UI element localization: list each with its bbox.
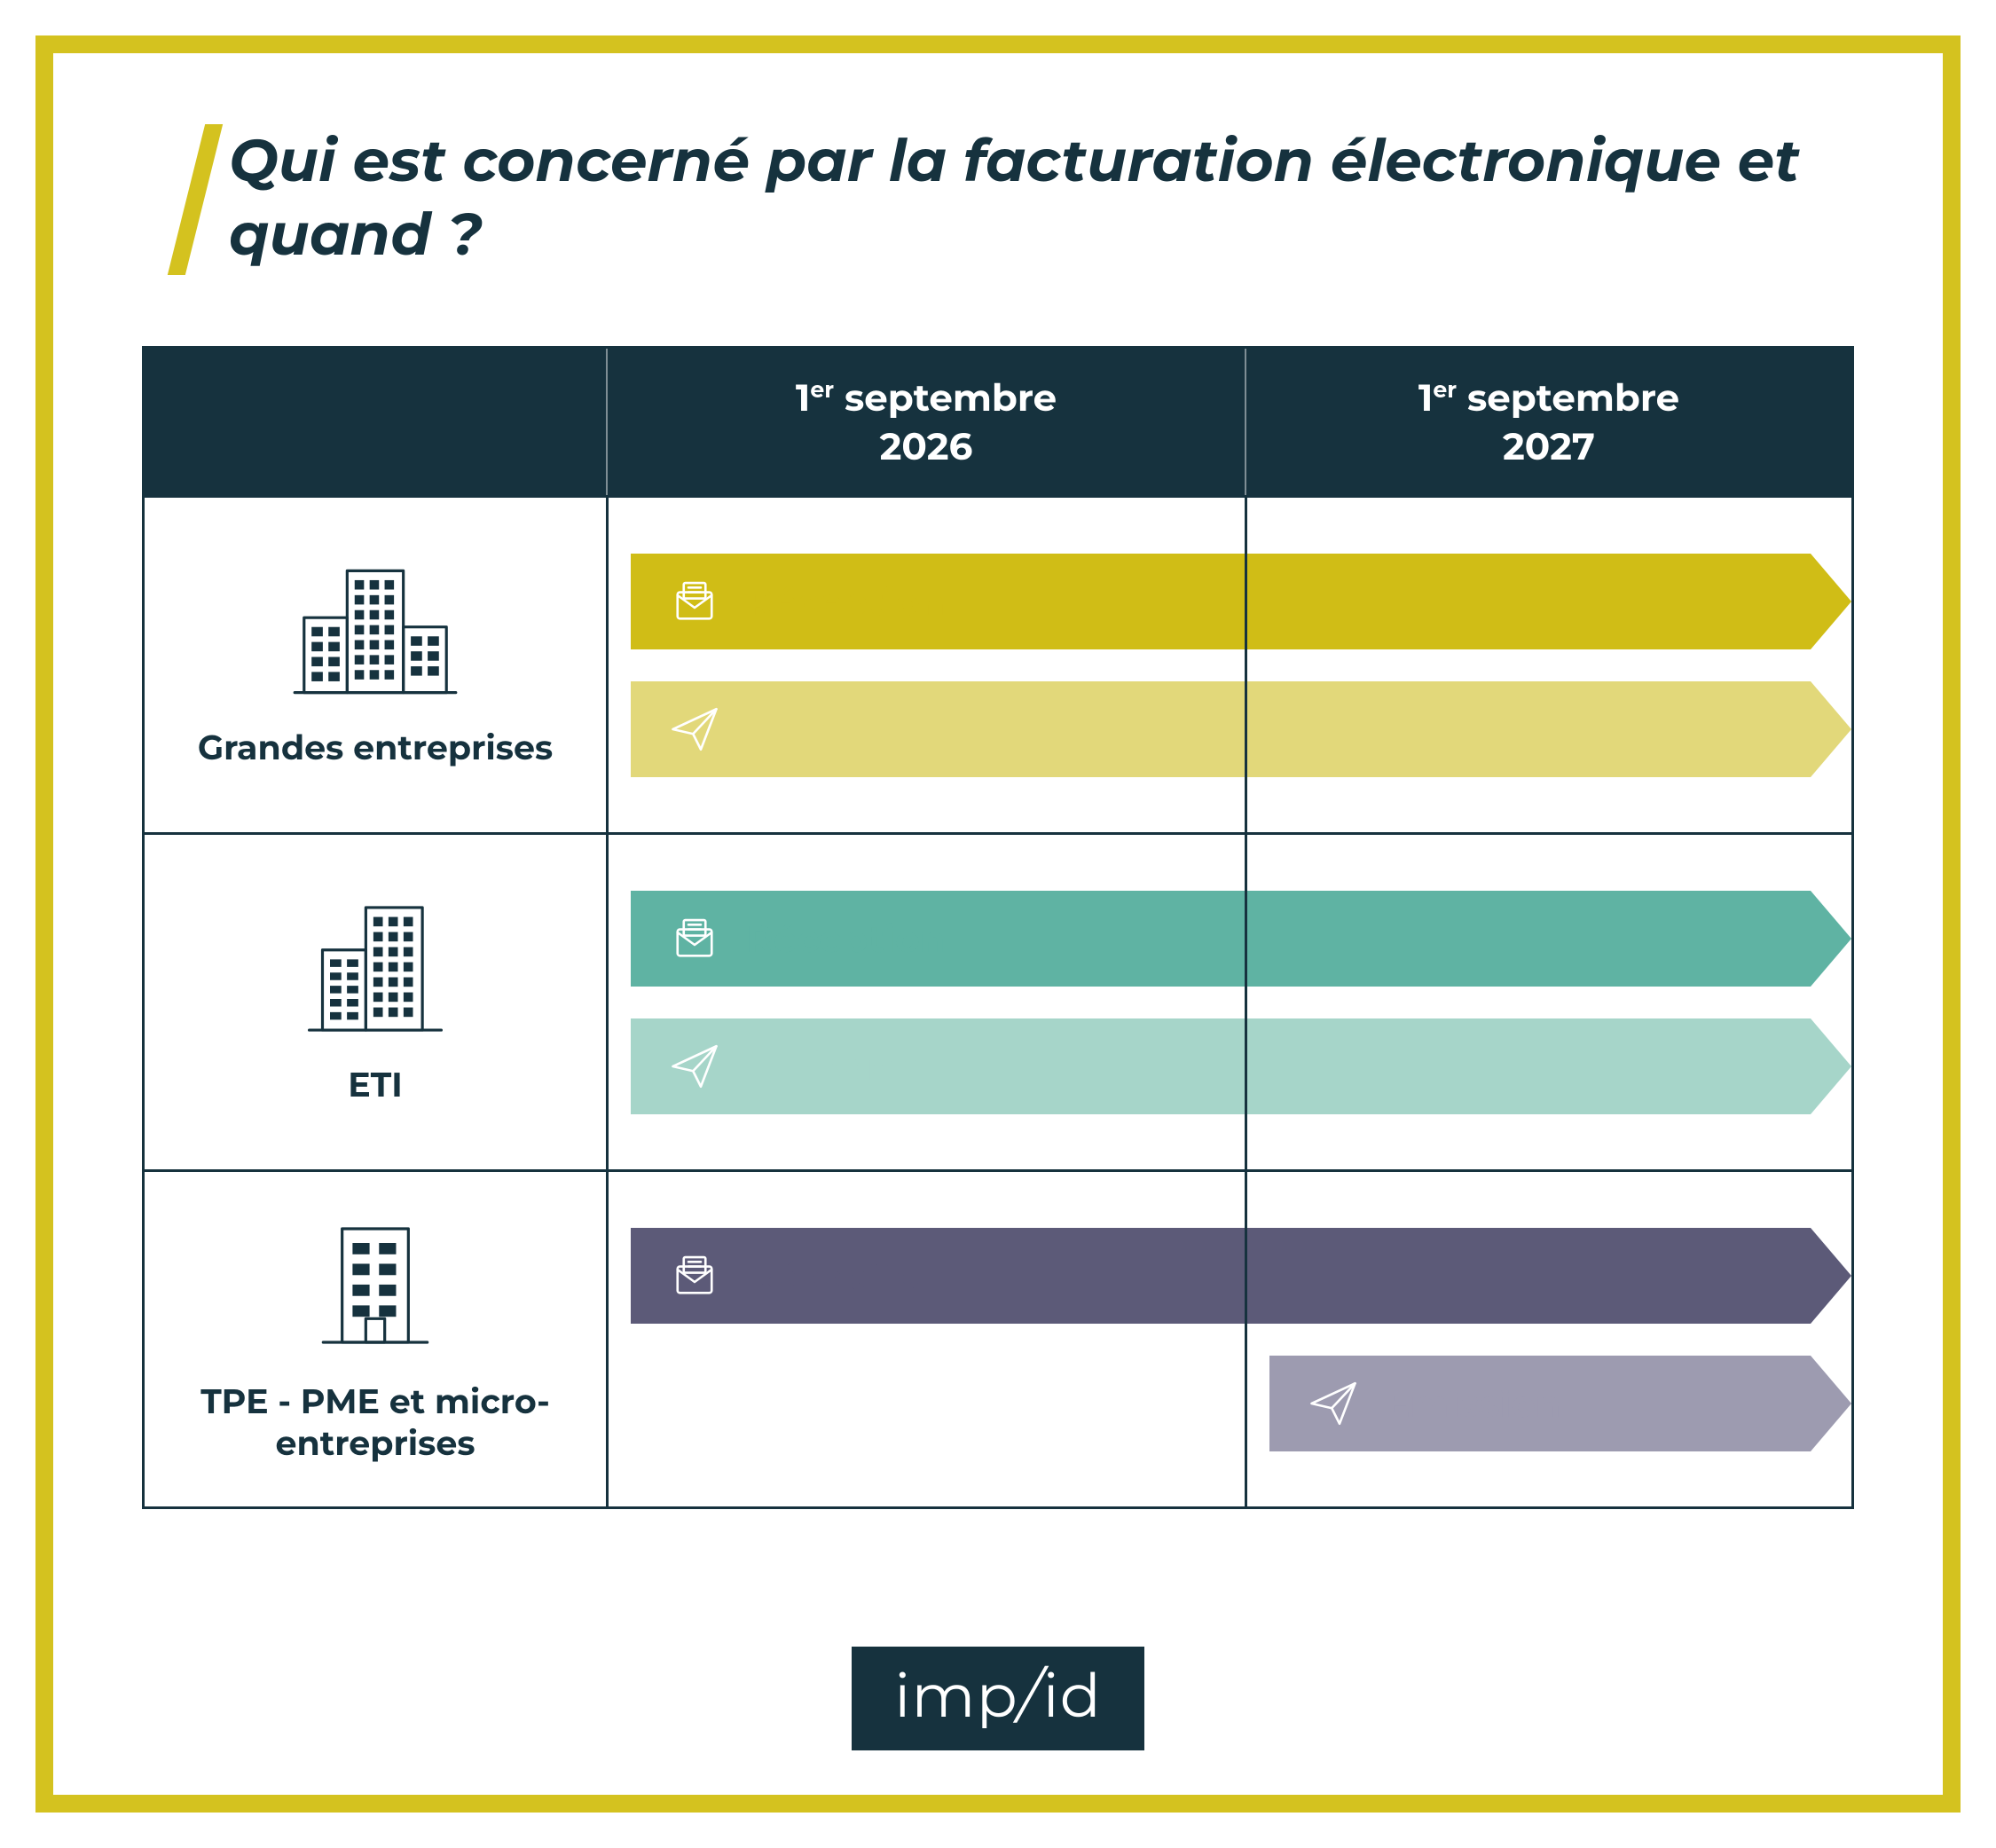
category-cell: TPE - PME et micro-entreprises bbox=[145, 1172, 606, 1506]
reception-arrow: Réception bbox=[631, 1228, 1851, 1324]
title-row: Qui est concerné par la facturation élec… bbox=[115, 124, 1881, 275]
arrows-cell: Réception Emission bbox=[606, 498, 1851, 832]
header-col-2026: 1er septembre2026 bbox=[606, 349, 1245, 495]
table-row: ETI Réception Emission bbox=[145, 832, 1851, 1169]
building-small-icon bbox=[309, 1215, 442, 1361]
buildings-medium-icon bbox=[300, 898, 451, 1044]
arrow-label: Réception bbox=[746, 578, 946, 625]
category-label: ETI bbox=[348, 1064, 402, 1106]
table-header: 1er septembre2026 1er septembre2027 bbox=[145, 349, 1851, 495]
emission-arrow: Emission bbox=[631, 681, 1851, 777]
category-label: Grandes entreprises bbox=[198, 727, 553, 769]
arrow-label: Réception bbox=[746, 916, 946, 962]
emission-arrow: Emission bbox=[1269, 1356, 1851, 1451]
arrow-label: Emission bbox=[1385, 1380, 1561, 1427]
category-label: TPE - PME et micro-entreprises bbox=[161, 1380, 590, 1465]
arrows-cell: Réception Emission bbox=[606, 1172, 1851, 1506]
reception-icon bbox=[670, 914, 719, 963]
reception-icon bbox=[670, 577, 719, 626]
buildings-large-icon bbox=[291, 561, 460, 707]
reception-arrow: Réception bbox=[631, 891, 1851, 987]
arrow-label: Emission bbox=[746, 1043, 923, 1089]
page-title: Qui est concerné par la facturation élec… bbox=[229, 124, 1881, 271]
inner-border: Qui est concerné par la facturation élec… bbox=[35, 35, 1961, 1813]
arrow-label: Emission bbox=[746, 706, 923, 752]
category-cell: ETI bbox=[145, 835, 606, 1169]
title-slash-accent bbox=[168, 124, 223, 275]
arrow-label: Réception bbox=[746, 1253, 946, 1299]
emission-icon bbox=[670, 1042, 719, 1091]
table-row: Grandes entreprises Réception Emission bbox=[145, 495, 1851, 832]
reception-icon bbox=[670, 1251, 719, 1301]
header-empty bbox=[145, 349, 606, 495]
infographic-frame: Qui est concerné par la facturation élec… bbox=[0, 0, 1996, 1848]
header-col-2027: 1er septembre2027 bbox=[1245, 349, 1851, 495]
reception-arrow: Réception bbox=[631, 554, 1851, 649]
emission-icon bbox=[1308, 1379, 1358, 1428]
arrows-cell: Réception Emission bbox=[606, 835, 1851, 1169]
emission-arrow: Emission bbox=[631, 1018, 1851, 1114]
category-cell: Grandes entreprises bbox=[145, 498, 606, 832]
logo-wrap: imp/id bbox=[115, 1647, 1881, 1750]
table-row: TPE - PME et micro-entreprises Réception E… bbox=[145, 1169, 1851, 1506]
timeline-table: 1er septembre2026 1er septembre2027 Gran… bbox=[142, 346, 1854, 1509]
brand-logo: imp/id bbox=[852, 1647, 1144, 1750]
emission-icon bbox=[670, 704, 719, 754]
